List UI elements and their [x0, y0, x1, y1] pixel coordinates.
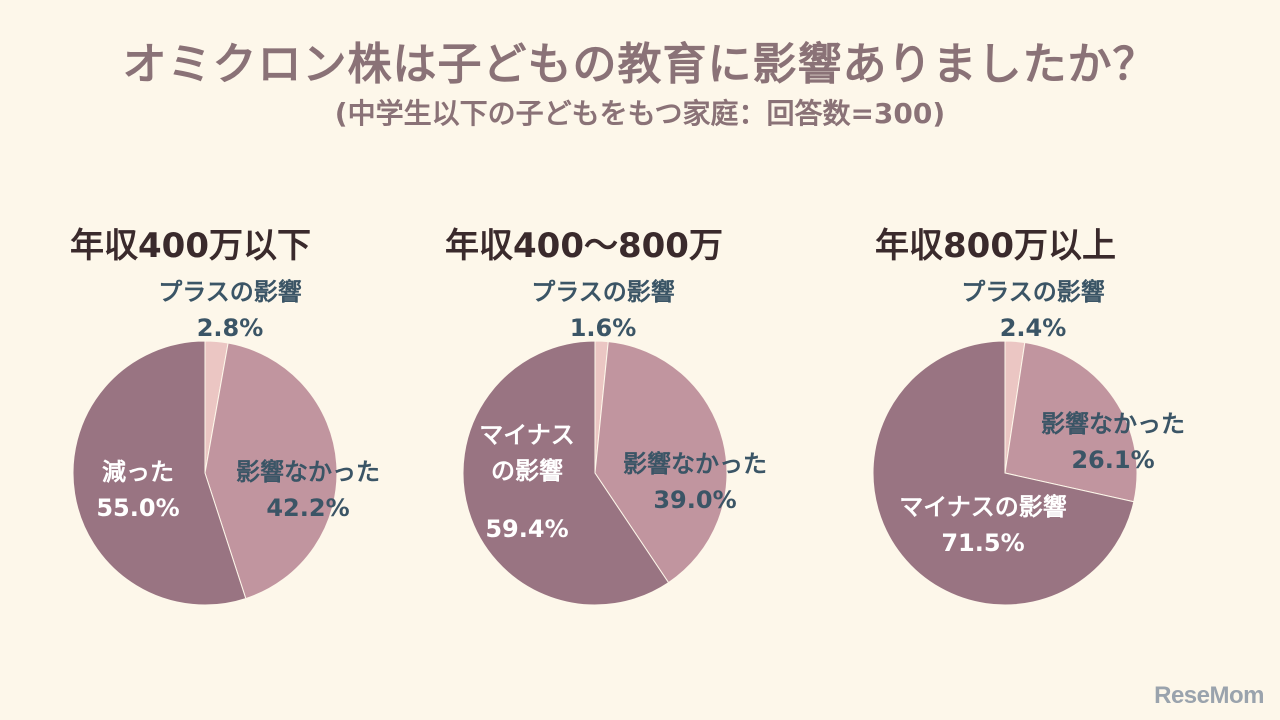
pie-1-none-slice-value: 39.0%	[653, 486, 736, 514]
pie-2-none-slice-label: 影響なかった	[1041, 410, 1185, 438]
pie-0-none-slice-label: 影響なかった	[236, 458, 380, 486]
pie-1-label-minus: マイナスの影響 59.4%	[479, 421, 575, 543]
pie-1-plus-slice-label: プラスの影響	[531, 278, 675, 306]
chart-subtitle: (中学生以下の子どもをもつ家庭：回答数=300)	[334, 97, 946, 130]
pie-2-label-none: 影響なかった 26.1%	[1041, 410, 1185, 474]
pie-0-label-plus: プラスの影響 2.8%	[158, 278, 302, 342]
pie-2-none-slice-value: 26.1%	[1071, 446, 1154, 474]
pie-2-minus-slice-value: 71.5%	[941, 529, 1024, 557]
pie-0-plus-slice-label: プラスの影響	[158, 278, 302, 306]
pie-0-slice-none	[204, 342, 338, 600]
pie-0-minus-slice-value: 55.0%	[96, 494, 179, 522]
pie-title-mid-income: 年収400〜800万	[445, 226, 723, 266]
pie-2-slice-none	[1004, 341, 1138, 503]
pie-title-low-income: 年収400万以下	[70, 226, 311, 266]
pie-title-high-income: 年収800万以上	[875, 226, 1116, 266]
pie-2-minus-slice-label: マイナスの影響	[899, 493, 1067, 521]
resemom-logo: ReseMom	[1154, 682, 1264, 709]
pie-1-minus-slice-label-part2: の影響	[491, 457, 563, 485]
pie-2-label-plus: プラスの影響 2.4%	[961, 278, 1105, 342]
pie-2-plus-slice-value: 2.4%	[1000, 314, 1067, 342]
chart-title-main: オミクロン株は子どもの教育に影響ありましたか？	[122, 39, 1158, 90]
pie-1-plus-slice-value: 1.6%	[570, 314, 637, 342]
pie-1-minus-slice-label-part1: マイナス	[479, 421, 575, 449]
pie-0-slice-minus	[72, 340, 247, 606]
pie-1-label-none: 影響なかった 39.0%	[623, 450, 767, 514]
pie-2-slice-minus	[872, 340, 1135, 606]
pie-0-plus-slice-value: 2.8%	[197, 314, 264, 342]
pie-0-minus-slice-label: 減った	[102, 458, 174, 486]
pie-0-label-none: 影響なかった 42.2%	[236, 458, 380, 522]
pie-1-none-slice-label: 影響なかった	[623, 450, 767, 478]
pie-0-label-minus: 減った 55.0%	[96, 458, 179, 522]
pie-0-none-slice-value: 42.2%	[266, 494, 349, 522]
pie-1-slice-none	[594, 341, 728, 584]
pie-1-slice-minus	[462, 340, 670, 606]
pie-2-label-minus: マイナスの影響 71.5%	[899, 493, 1067, 557]
pie-1-minus-slice-value: 59.4%	[485, 515, 568, 543]
pie-1-label-plus: プラスの影響 1.6%	[531, 278, 675, 342]
pie-2-plus-slice-label: プラスの影響	[961, 278, 1105, 306]
